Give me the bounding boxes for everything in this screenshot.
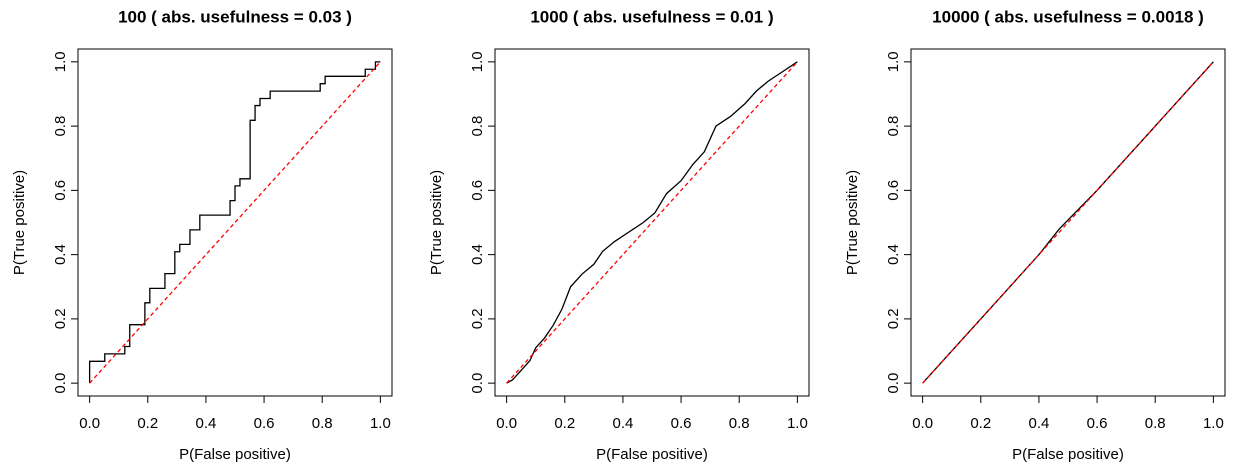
x-axis-label: P(False positive) (596, 446, 708, 463)
y-tick-label: 0.0 (885, 373, 902, 394)
y-axis-label: P(True positive) (11, 170, 28, 275)
y-tick-label: 1.0 (469, 51, 486, 72)
x-tick-label: 1.0 (1203, 415, 1224, 432)
x-tick-label: 0.6 (254, 415, 275, 432)
y-tick-label: 0.8 (885, 116, 902, 137)
roc-line (506, 61, 798, 384)
chart-title: 10000 ( abs. usefulness = 0.0018 ) (932, 7, 1204, 26)
roc-line (922, 61, 1214, 384)
x-tick-label: 0.2 (554, 415, 575, 432)
y-tick-label: 0.2 (885, 308, 902, 329)
chart-title: 1000 ( abs. usefulness = 0.01 ) (530, 7, 773, 26)
y-tick-label: 0.2 (469, 308, 486, 329)
x-axis-label: P(False positive) (1012, 446, 1124, 463)
y-axis-label: P(True positive) (428, 170, 445, 275)
y-tick-label: 0.0 (469, 373, 486, 394)
y-tick-label: 1.0 (885, 51, 902, 72)
x-tick-label: 1.0 (370, 415, 391, 432)
y-tick-label: 0.0 (52, 373, 69, 394)
x-tick-label: 0.8 (1145, 415, 1166, 432)
y-tick-label: 0.6 (469, 180, 486, 201)
x-tick-label: 0.4 (612, 415, 633, 432)
x-tick-label: 0.6 (1087, 415, 1108, 432)
y-tick-label: 0.8 (469, 116, 486, 137)
chart-title: 100 ( abs. usefulness = 0.03 ) (118, 7, 352, 26)
roc-line (506, 61, 798, 384)
x-tick-label: 0.8 (312, 415, 333, 432)
x-tick-label: 0.6 (671, 415, 692, 432)
x-tick-label: 0.0 (912, 415, 933, 432)
y-tick-label: 0.2 (52, 308, 69, 329)
roc-line (89, 61, 381, 384)
x-axis-label: P(False positive) (179, 446, 291, 463)
plot-frame (910, 48, 1226, 397)
x-tick-label: 0.0 (496, 415, 517, 432)
x-tick-label: 0.2 (970, 415, 991, 432)
y-tick-label: 0.6 (52, 180, 69, 201)
y-tick-label: 0.6 (885, 180, 902, 201)
x-tick-label: 0.8 (729, 415, 750, 432)
x-tick-label: 0.2 (137, 415, 158, 432)
plot-frame (494, 48, 810, 397)
x-tick-label: 0.4 (1028, 415, 1049, 432)
x-tick-label: 0.4 (195, 415, 216, 432)
y-tick-label: 1.0 (52, 51, 69, 72)
plot-frame (77, 48, 393, 397)
y-axis-label: P(True positive) (844, 170, 861, 275)
y-tick-label: 0.4 (52, 244, 69, 265)
roc-line (88, 61, 381, 384)
x-tick-label: 0.0 (79, 415, 100, 432)
x-tick-label: 1.0 (787, 415, 808, 432)
y-tick-label: 0.4 (885, 244, 902, 265)
y-tick-label: 0.4 (469, 244, 486, 265)
y-tick-label: 0.8 (52, 116, 69, 137)
